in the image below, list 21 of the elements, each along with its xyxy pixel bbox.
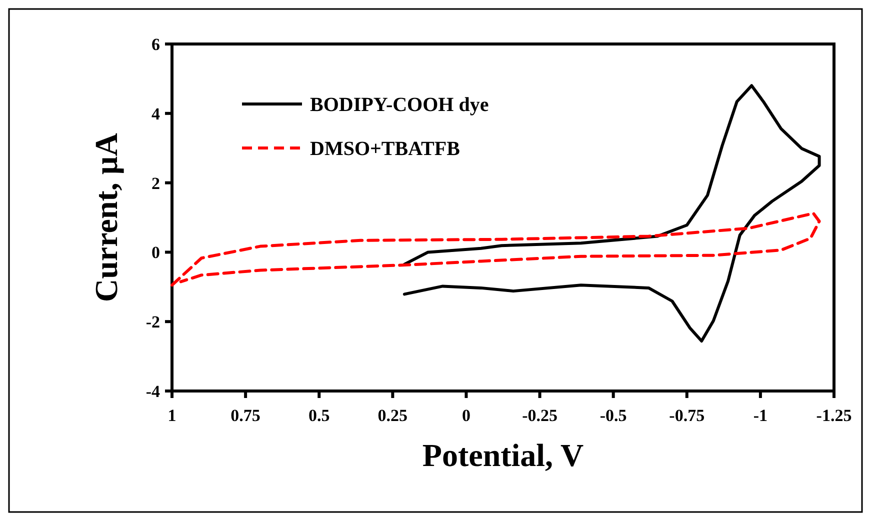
y-tick-label: 2 [152,174,160,193]
x-tick-label: -1.25 [816,406,852,425]
x-tick-label: -0.5 [600,406,627,425]
x-tick-label: -1 [753,406,768,425]
x-tick-label: -0.75 [669,406,705,425]
x-tick-label: 0.25 [378,406,408,425]
x-tick-label: 0 [462,406,470,425]
x-tick-label: 0.5 [308,406,330,425]
legend-label: DMSO+TBATFB [310,138,460,160]
x-axis-title: Potential, V [422,437,584,473]
line-series [170,212,821,287]
x-tick-label: -0.25 [522,406,558,425]
y-tick-label: -2 [146,312,160,332]
y-tick-label: 0 [152,243,160,262]
y-tick-label: 6 [152,34,160,54]
legend-label: BODIPY-COOH dye [310,94,489,116]
y-tick-label: -4 [146,382,160,401]
y-tick-label: 4 [152,104,160,124]
y-axis-title: Current, µA [88,133,124,302]
x-tick-label: 1 [168,406,176,425]
x-tick-label: 0.75 [230,406,260,425]
